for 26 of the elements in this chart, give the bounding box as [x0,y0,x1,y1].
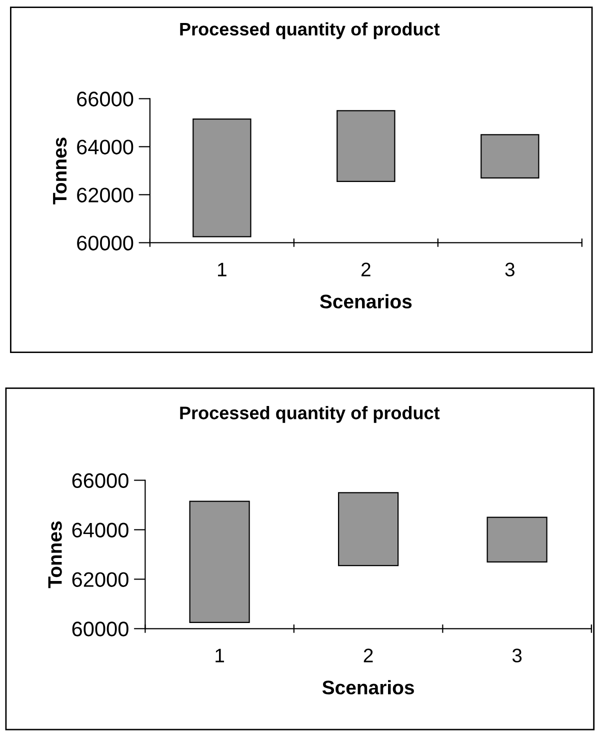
y-tick-label: 60000 [72,622,128,636]
y-axis-title: Tonnes [53,138,67,204]
chart-title: Processed quantity of product [180,22,440,40]
y-tick-label: 62000 [77,188,134,202]
bar [189,500,250,624]
y-tick-label: 66000 [72,473,128,488]
x-axis-title: Scenarios [320,294,412,308]
x-tick-label: 2 [364,648,373,662]
y-tick-label: 64000 [77,140,134,154]
y-tick-label: 64000 [72,522,128,538]
chart-title: Processed quantity of product [180,406,440,423]
bar [486,516,548,562]
x-tick-label: 3 [512,648,522,662]
x-tick-label: 1 [216,648,224,662]
bar [480,134,540,178]
x-tick-label: 1 [218,262,226,276]
y-axis-title: Tonnes [48,521,62,588]
x-tick-label: 2 [361,262,370,276]
bar [336,110,396,182]
bar [192,118,252,238]
y-tick-label: 62000 [72,572,128,587]
x-axis-title: Scenarios [322,680,414,694]
y-tick-label: 60000 [77,236,134,250]
bar [338,492,399,566]
x-tick-label: 3 [505,262,514,276]
y-tick-label: 66000 [77,92,134,106]
